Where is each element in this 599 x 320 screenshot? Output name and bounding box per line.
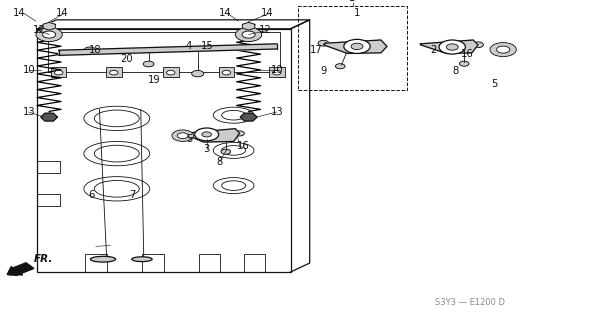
Bar — [244, 254, 265, 272]
Text: 16: 16 — [461, 49, 474, 60]
Circle shape — [192, 70, 204, 77]
Circle shape — [222, 70, 231, 75]
Circle shape — [318, 40, 329, 46]
Ellipse shape — [90, 256, 116, 262]
Polygon shape — [41, 113, 58, 121]
Text: 15: 15 — [201, 41, 214, 52]
Text: 10: 10 — [23, 65, 35, 76]
Text: 7: 7 — [129, 189, 135, 200]
Text: 13: 13 — [23, 107, 35, 117]
Text: 1: 1 — [353, 8, 360, 18]
Bar — [51, 67, 66, 77]
Polygon shape — [420, 40, 478, 53]
Circle shape — [351, 43, 363, 50]
Text: S3Y3 — E1200 D: S3Y3 — E1200 D — [435, 298, 505, 307]
Circle shape — [490, 43, 516, 57]
Polygon shape — [240, 113, 257, 121]
Circle shape — [439, 40, 465, 54]
Text: 4: 4 — [186, 41, 192, 52]
Text: 14: 14 — [13, 8, 26, 19]
Bar — [199, 254, 220, 272]
Circle shape — [110, 70, 118, 75]
Circle shape — [55, 70, 63, 75]
Bar — [298, 6, 407, 90]
Circle shape — [43, 31, 56, 38]
Text: 5: 5 — [186, 134, 192, 144]
Circle shape — [335, 64, 345, 69]
Circle shape — [195, 128, 219, 141]
Text: 9: 9 — [320, 66, 327, 76]
Circle shape — [36, 28, 62, 42]
Circle shape — [143, 61, 154, 67]
Circle shape — [344, 39, 370, 53]
Circle shape — [177, 133, 188, 139]
Text: 3: 3 — [203, 144, 209, 154]
Text: 16: 16 — [237, 140, 249, 151]
Circle shape — [273, 70, 281, 75]
Circle shape — [473, 42, 483, 48]
Text: 14: 14 — [219, 8, 231, 19]
Text: 8: 8 — [452, 66, 458, 76]
Circle shape — [242, 31, 255, 38]
Text: 8: 8 — [217, 156, 223, 167]
Circle shape — [235, 131, 244, 136]
Text: 14: 14 — [261, 8, 274, 19]
Bar — [163, 67, 179, 77]
Circle shape — [235, 28, 262, 42]
Text: 2: 2 — [430, 44, 437, 55]
Ellipse shape — [132, 257, 152, 262]
Text: 12: 12 — [33, 25, 46, 36]
Text: 17: 17 — [310, 44, 323, 55]
Text: 13: 13 — [271, 107, 284, 117]
Text: FR.: FR. — [34, 254, 53, 264]
Polygon shape — [43, 22, 55, 30]
Bar — [106, 67, 122, 77]
Text: 10: 10 — [271, 65, 284, 76]
Text: 18: 18 — [89, 44, 101, 55]
Circle shape — [167, 70, 175, 75]
Polygon shape — [243, 22, 255, 30]
Bar — [37, 194, 60, 206]
Circle shape — [221, 149, 231, 154]
Polygon shape — [323, 40, 387, 53]
Text: 19: 19 — [148, 75, 161, 85]
Text: 20: 20 — [120, 54, 132, 64]
Text: 5: 5 — [491, 79, 498, 89]
Circle shape — [172, 130, 193, 141]
Circle shape — [84, 47, 96, 53]
Text: 6: 6 — [89, 189, 95, 200]
Bar — [142, 254, 164, 272]
Bar — [85, 254, 107, 272]
Bar — [269, 67, 285, 77]
Text: 1: 1 — [349, 0, 356, 3]
Bar — [37, 161, 60, 173]
Bar — [37, 29, 291, 272]
Bar — [48, 32, 280, 72]
Text: 12: 12 — [259, 25, 271, 36]
Circle shape — [459, 61, 469, 66]
Polygon shape — [59, 44, 277, 55]
Circle shape — [202, 132, 211, 137]
FancyArrow shape — [7, 263, 34, 275]
Circle shape — [446, 44, 458, 50]
Polygon shape — [183, 129, 240, 142]
Circle shape — [497, 46, 510, 53]
Text: 14: 14 — [56, 8, 68, 19]
Bar — [219, 67, 234, 77]
